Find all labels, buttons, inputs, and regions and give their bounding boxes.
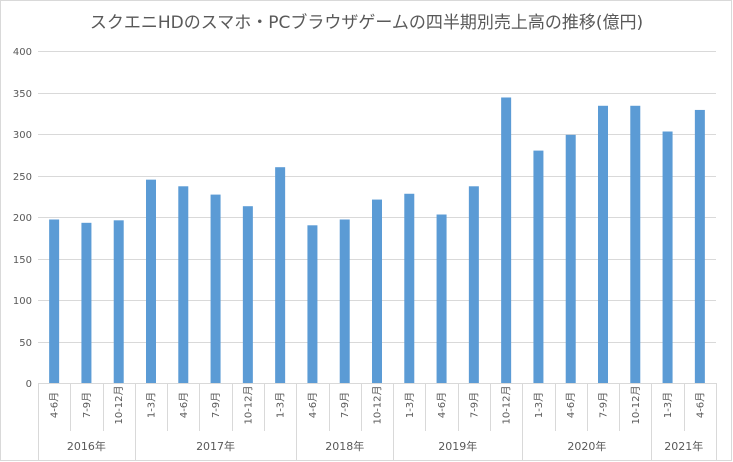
x-tick-label: 10-12月 bbox=[113, 385, 125, 424]
y-tick-label: 300 bbox=[13, 130, 32, 141]
y-tick-label: 150 bbox=[13, 255, 32, 266]
x-tick-label: 1-3月 bbox=[404, 392, 416, 418]
bar bbox=[501, 97, 512, 383]
x-tick-label: 4-6月 bbox=[49, 392, 61, 418]
x-tick-label: 10-12月 bbox=[630, 385, 642, 424]
bar bbox=[113, 220, 124, 383]
bar bbox=[339, 219, 350, 383]
x-tick-label: 7-9月 bbox=[210, 392, 222, 418]
bar bbox=[49, 219, 60, 383]
y-tick-label: 200 bbox=[13, 213, 32, 224]
year-label: 2021年 bbox=[664, 439, 703, 453]
y-tick-label: 100 bbox=[13, 296, 32, 307]
year-label: 2019年 bbox=[438, 439, 477, 453]
bar bbox=[372, 199, 382, 383]
bar bbox=[81, 222, 92, 383]
x-tick-label: 4-6月 bbox=[436, 392, 448, 418]
x-tick-label: 1-3月 bbox=[533, 392, 545, 418]
y-tick-label: 400 bbox=[13, 47, 32, 58]
bar bbox=[307, 225, 318, 383]
x-tick-label: 4-6月 bbox=[565, 392, 577, 418]
x-tick-label: 4-6月 bbox=[178, 392, 190, 418]
y-tick-label: 250 bbox=[13, 172, 32, 183]
x-tick-label: 10-12月 bbox=[242, 385, 254, 424]
chart-title: スクエニHDのスマホ・PCブラウザゲームの四半期別売上高の推移(億円) bbox=[89, 13, 644, 33]
year-label: 2020年 bbox=[567, 439, 606, 453]
y-tick-label: 0 bbox=[26, 379, 32, 390]
bar bbox=[210, 194, 221, 383]
x-axis: 4-6月 7-9月 10-12月 1-3月 4-6月 7-9月 10-12月 1-3月 4-6月… bbox=[38, 383, 717, 461]
bar bbox=[533, 150, 544, 383]
x-tick-label: 7-9月 bbox=[81, 392, 93, 418]
x-tick-label: 4-6月 bbox=[307, 392, 319, 418]
y-tick-label: 50 bbox=[19, 338, 32, 349]
x-tick-label: 1-3月 bbox=[146, 392, 158, 418]
year-label: 2018年 bbox=[325, 439, 364, 453]
bar bbox=[404, 193, 415, 383]
bar bbox=[178, 186, 189, 383]
bar bbox=[565, 134, 576, 383]
bar bbox=[275, 167, 286, 383]
bar bbox=[694, 109, 705, 384]
x-tick-label: 7-9月 bbox=[339, 392, 351, 418]
bar bbox=[630, 105, 641, 383]
bars bbox=[49, 97, 705, 384]
y-tick-label: 350 bbox=[13, 89, 32, 100]
x-tick-label: 10-12月 bbox=[501, 385, 513, 424]
x-tick-label: 7-9月 bbox=[598, 392, 610, 418]
x-tick-label: 10-12月 bbox=[372, 385, 384, 424]
year-label: 2017年 bbox=[196, 439, 235, 453]
bar bbox=[242, 206, 253, 383]
x-tick-label: 7-9月 bbox=[468, 392, 480, 418]
x-tick-label: 1-3月 bbox=[662, 392, 674, 418]
bar bbox=[146, 179, 156, 383]
y-axis: 0 50 100 150 200 250 300 350 400 bbox=[13, 47, 32, 390]
bar bbox=[662, 131, 673, 383]
bar bbox=[436, 214, 447, 383]
x-tick-label: 4-6月 bbox=[694, 392, 706, 418]
bar bbox=[598, 105, 608, 383]
bar bbox=[468, 186, 479, 383]
year-label: 2016年 bbox=[67, 439, 106, 453]
x-tick-label: 1-3月 bbox=[275, 392, 287, 418]
